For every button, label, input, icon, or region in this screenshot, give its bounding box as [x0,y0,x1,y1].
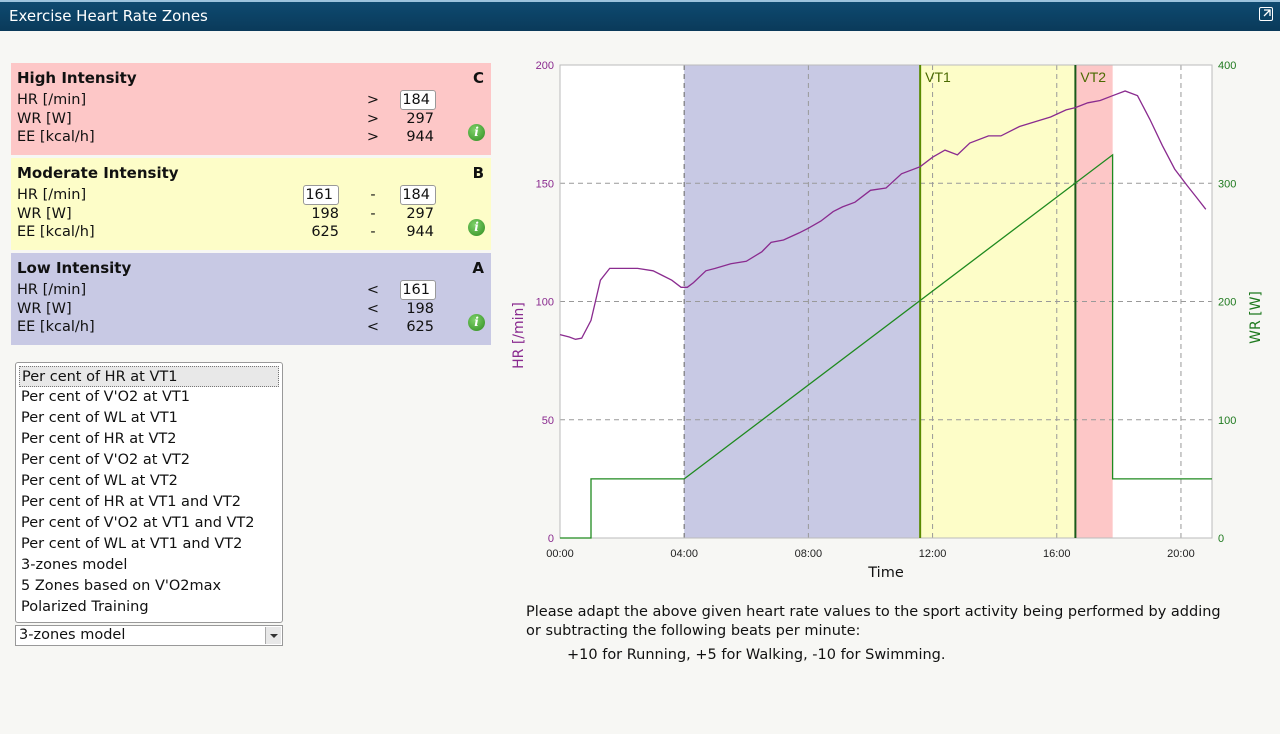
ee-operator: > [366,129,380,145]
y-tick-right: 200 [1218,297,1236,309]
list-item[interactable]: Per cent of HR at VT1 and VT2 [21,494,241,510]
plot-frame [559,64,1213,539]
ee-high-value: 944 [406,224,434,240]
list-item[interactable]: Polarized Training [21,599,149,615]
y-tick-left: 150 [536,178,554,190]
ee-value: 944 [406,129,434,145]
zone-high-intensity: High Intensity C HR [/min] > 184 WR [W] … [11,63,491,155]
x-tick: 04:00 [670,548,698,560]
x-tick: 08:00 [795,548,823,560]
wr-label: WR [W] [17,301,72,317]
hr-high-input[interactable]: 184 [400,90,436,110]
wr-operator: < [366,301,380,317]
list-item[interactable]: 5 Zones based on V'O2max [21,578,222,594]
note-line-3: +10 for Running, +5 for Walking, -10 for… [567,647,946,663]
ee-low-value: 625 [311,224,339,240]
hr-high-input[interactable]: 184 [400,185,436,205]
hr-operator: < [366,282,380,298]
hr-low-input[interactable]: 161 [400,280,436,300]
wr-label: WR [W] [17,206,72,222]
y-tick-left: 50 [542,415,554,427]
y-tick-left: 100 [536,297,554,309]
heart-rate-chart: VT1 VT2 0 50 100 150 200 0 100 200 300 400 00:00 04:0… [511,60,1264,581]
chevron-down-icon[interactable] [265,627,281,644]
zone-letter: A [472,259,484,277]
wr-operator: > [366,111,380,127]
zone-moderate-intensity: Moderate Intensity B HR [/min] 161 - 184… [11,158,491,250]
list-item[interactable]: Per cent of WL at VT1 and VT2 [21,536,243,552]
x-tick: 12:00 [919,548,947,560]
ee-value: 625 [406,319,434,335]
zone-name: High Intensity [17,69,137,87]
y-axis-label-left: HR [/min] [511,302,527,369]
x-tick: 00:00 [546,548,574,560]
maximize-icon[interactable] [1259,7,1273,21]
ee-operator: < [366,319,380,335]
hr-series-line [559,90,1207,340]
note-line-1: Please adapt the above given heart rate … [526,604,1221,620]
hr-label: HR [/min] [17,282,87,298]
y-tick-right: 0 [1218,533,1224,545]
zone-model-select[interactable]: 3-zones model [15,625,283,646]
hr-operator: > [366,92,380,108]
zone-name: Low Intensity [17,259,132,277]
x-tick: 16:00 [1043,548,1071,560]
wr-separator: - [370,206,376,222]
ee-label: EE [kcal/h] [17,224,95,240]
info-icon[interactable]: i [468,219,485,236]
threshold-label: VT2 [1080,69,1106,85]
window-titlebar: Exercise Heart Rate Zones [0,0,1280,31]
y-tick-right: 100 [1218,415,1236,427]
threshold-label: VT1 [925,69,951,85]
select-value: 3-zones model [19,627,126,643]
ee-separator: - [370,224,376,240]
hr-label: HR [/min] [17,92,87,108]
note-line-2: or subtracting the following beats per m… [526,623,861,639]
list-item[interactable]: Per cent of V'O2 at VT1 and VT2 [21,515,255,531]
hr-separator: - [370,187,376,203]
wr-value: 198 [406,301,434,317]
x-axis-label: Time [867,565,904,581]
y-tick-left: 200 [536,60,554,72]
zone-letter: B [472,164,484,182]
zone-name: Moderate Intensity [17,164,179,182]
ee-label: EE [kcal/h] [17,319,95,335]
wr-high-value: 297 [406,206,434,222]
wr-low-value: 198 [311,206,339,222]
wr-value: 297 [406,111,434,127]
wr-label: WR [W] [17,111,72,127]
list-item[interactable]: Per cent of WL at VT1 [21,410,178,426]
zone-model-list[interactable]: Per cent of HR at VT1 Per cent of V'O2 a… [15,362,283,623]
list-item[interactable]: 3-zones model [21,557,128,573]
x-tick: 20:00 [1167,548,1195,560]
y-axis-label-right: WR [W] [1248,291,1264,344]
wr-series-line [560,153,1212,539]
hr-low-input[interactable]: 161 [303,185,339,205]
y-tick-left: 0 [548,533,554,545]
hr-label: HR [/min] [17,187,87,203]
window-title: Exercise Heart Rate Zones [9,7,208,25]
list-item[interactable]: Per cent of HR at VT1 [19,366,279,387]
zone-letter: C [472,69,484,87]
list-item[interactable]: Per cent of V'O2 at VT1 [21,389,191,405]
y-tick-right: 300 [1218,178,1236,190]
zone-low-intensity: Low Intensity A HR [/min] < 161 WR [W] <… [11,253,491,345]
info-icon[interactable]: i [468,314,485,331]
list-item[interactable]: Per cent of V'O2 at VT2 [21,452,191,468]
list-item[interactable]: Per cent of HR at VT2 [21,431,177,447]
adapt-note: Please adapt the above given heart rate … [526,603,1246,641]
info-icon[interactable]: i [468,124,485,141]
y-tick-right: 400 [1218,60,1236,72]
ee-label: EE [kcal/h] [17,129,95,145]
list-item[interactable]: Per cent of WL at VT2 [21,473,178,489]
